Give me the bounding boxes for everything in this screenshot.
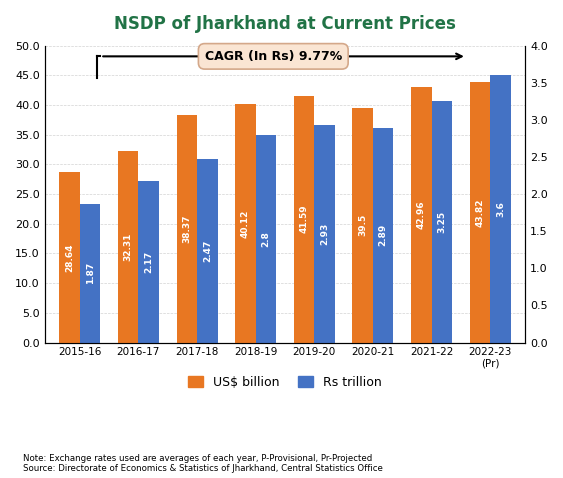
- Bar: [138, 182, 159, 343]
- Text: 2.89: 2.89: [379, 224, 388, 246]
- Legend: US$ billion, Rs trillion: US$ billion, Rs trillion: [183, 371, 387, 394]
- Text: 42.96: 42.96: [417, 201, 426, 229]
- Bar: [470, 82, 490, 343]
- Text: 3.6: 3.6: [496, 201, 505, 217]
- Text: 2.17: 2.17: [144, 251, 153, 273]
- Text: 2.8: 2.8: [261, 231, 270, 247]
- Bar: [235, 104, 256, 343]
- Text: 2.93: 2.93: [320, 223, 329, 245]
- Bar: [352, 108, 373, 343]
- Text: 32.31: 32.31: [124, 232, 133, 261]
- Bar: [432, 101, 452, 343]
- Bar: [197, 159, 217, 343]
- Text: 40.12: 40.12: [241, 209, 250, 238]
- Text: 43.82: 43.82: [475, 198, 484, 227]
- Text: 1.87: 1.87: [86, 262, 95, 284]
- Bar: [80, 204, 100, 343]
- Bar: [294, 96, 314, 343]
- Bar: [373, 128, 394, 343]
- Text: CAGR (In Rs) 9.77%: CAGR (In Rs) 9.77%: [204, 50, 342, 63]
- Text: 38.37: 38.37: [182, 214, 191, 243]
- Title: NSDP of Jharkhand at Current Prices: NSDP of Jharkhand at Current Prices: [114, 15, 456, 33]
- Bar: [256, 135, 276, 343]
- Bar: [118, 151, 138, 343]
- Bar: [59, 173, 80, 343]
- Text: 2.47: 2.47: [203, 239, 212, 262]
- Bar: [177, 115, 197, 343]
- Text: 28.64: 28.64: [65, 243, 74, 272]
- Text: Note: Exchange rates used are averages of each year, P-Provisional, Pr-Projected: Note: Exchange rates used are averages o…: [23, 454, 382, 473]
- Text: 41.59: 41.59: [300, 205, 309, 233]
- Text: 3.25: 3.25: [437, 211, 446, 233]
- Bar: [490, 76, 511, 343]
- Bar: [411, 87, 432, 343]
- Bar: [314, 125, 335, 343]
- Text: 39.5: 39.5: [358, 214, 367, 237]
